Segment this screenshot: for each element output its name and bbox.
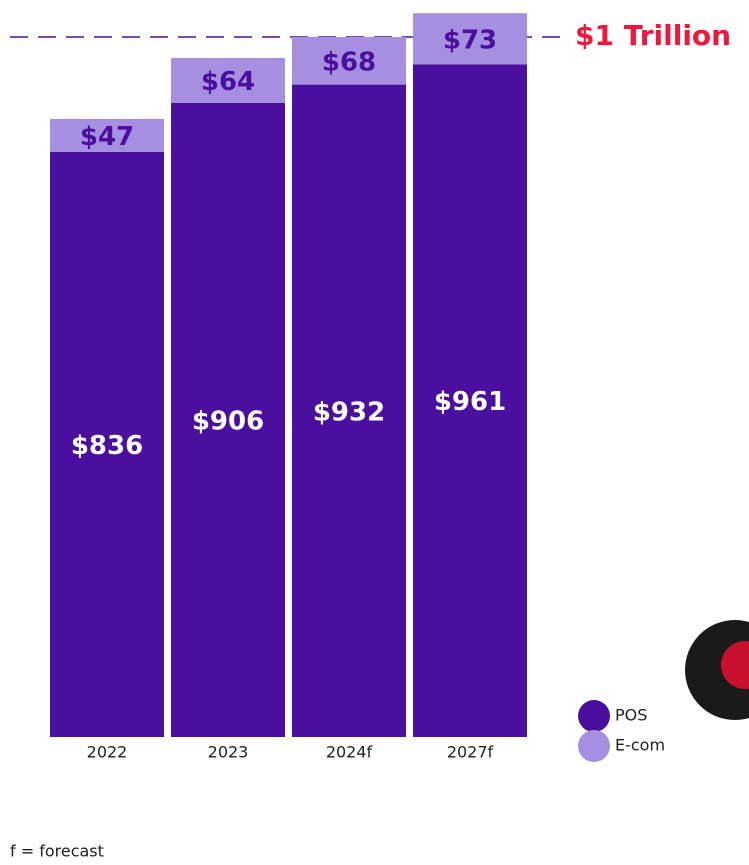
bar-segment [413,64,527,738]
bar-segment [292,84,406,738]
value-label: $47 [80,122,134,152]
x-tick-label: 2027f [447,743,494,762]
reference-label: $1 Trillion [575,19,731,52]
bar-segment [171,58,285,103]
x-tick-label: 2024f [326,743,373,762]
bar-segment [171,102,285,738]
bar-segment [50,151,164,738]
x-tick-label: 2023 [208,743,249,762]
x-tick-label: 2022 [87,743,128,762]
value-label: $961 [434,387,506,417]
footnote: f = forecast [10,842,104,861]
bars: $836 $47 2022 $906 $64 2023 $932 $68 2024f $961 $7… [50,13,527,762]
legend-swatch [578,700,610,732]
value-label: $68 [322,47,376,77]
decoration [685,620,749,720]
bar-segment [292,37,406,85]
legend-swatch [578,730,610,762]
legend-label: POS [615,706,647,725]
bar-segment [413,13,527,65]
value-label: $64 [201,67,255,97]
value-label: $932 [313,397,385,427]
legend-label: E-com [615,736,665,755]
bar-segment [50,118,164,152]
value-label: $906 [192,406,264,436]
device-icon-accent [721,641,749,689]
value-label: $73 [443,25,497,55]
value-label: $836 [71,431,143,461]
